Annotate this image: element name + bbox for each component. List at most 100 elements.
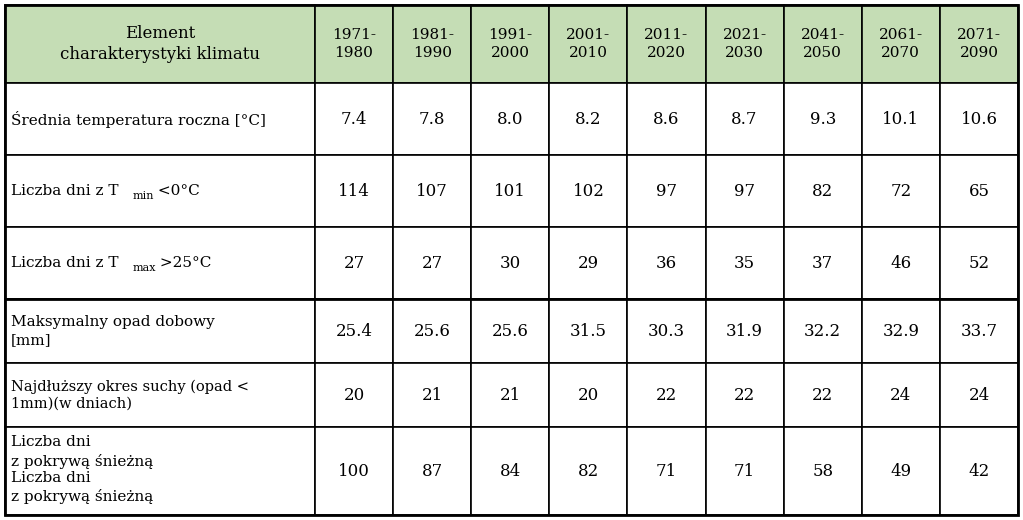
Text: 1971-
1980: 1971- 1980 <box>332 29 376 60</box>
Text: 1991-
2000: 1991- 2000 <box>488 29 532 60</box>
Bar <box>627 5 706 83</box>
Text: <0°C: <0°C <box>153 184 199 198</box>
Text: 33.7: 33.7 <box>961 322 997 340</box>
Text: 102: 102 <box>573 183 605 200</box>
Bar <box>706 427 784 515</box>
Text: 107: 107 <box>416 183 448 200</box>
Bar <box>861 427 940 515</box>
Text: 22: 22 <box>733 386 755 404</box>
Bar <box>549 83 627 155</box>
Bar <box>861 83 940 155</box>
Bar <box>627 427 706 515</box>
Bar <box>472 299 549 363</box>
Text: 30.3: 30.3 <box>648 322 685 340</box>
Text: 32.2: 32.2 <box>804 322 841 340</box>
Bar <box>784 227 861 299</box>
Text: 21: 21 <box>421 386 443 404</box>
Text: 8.7: 8.7 <box>731 110 758 127</box>
Text: 21: 21 <box>499 386 521 404</box>
Bar <box>315 299 393 363</box>
Text: 87: 87 <box>421 462 443 479</box>
Text: Średnia temperatura roczna [°C]: Średnia temperatura roczna [°C] <box>11 110 266 127</box>
Bar <box>472 5 549 83</box>
Text: 97: 97 <box>656 183 677 200</box>
Bar <box>472 83 549 155</box>
Bar <box>861 5 940 83</box>
Bar <box>549 427 627 515</box>
Bar <box>315 5 393 83</box>
Text: 84: 84 <box>499 462 521 479</box>
Text: 7.4: 7.4 <box>341 110 367 127</box>
Text: 37: 37 <box>812 254 834 271</box>
Text: Najdłuższy okres suchy (opad <
1mm)(w dniach): Najdłuższy okres suchy (opad < 1mm)(w dn… <box>11 379 249 411</box>
Bar <box>5 155 315 227</box>
Text: 22: 22 <box>812 386 834 404</box>
Bar <box>861 227 940 299</box>
Bar <box>393 227 472 299</box>
Text: 10.1: 10.1 <box>882 110 920 127</box>
Text: 42: 42 <box>969 462 989 479</box>
Bar <box>5 299 315 363</box>
Text: 27: 27 <box>421 254 443 271</box>
Bar <box>315 227 393 299</box>
Text: 71: 71 <box>733 462 755 479</box>
Bar <box>940 83 1018 155</box>
Bar <box>315 427 393 515</box>
Text: 32.9: 32.9 <box>882 322 920 340</box>
Bar <box>784 427 861 515</box>
Bar <box>861 155 940 227</box>
Bar <box>784 299 861 363</box>
Text: max: max <box>133 263 157 273</box>
Bar <box>315 363 393 427</box>
Text: 25.6: 25.6 <box>413 322 450 340</box>
Text: 24: 24 <box>890 386 911 404</box>
Bar <box>393 5 472 83</box>
Text: 2061-
2070: 2061- 2070 <box>879 29 923 60</box>
Bar <box>940 5 1018 83</box>
Bar <box>315 155 393 227</box>
Bar <box>940 155 1018 227</box>
Text: 22: 22 <box>656 386 677 404</box>
Bar <box>472 155 549 227</box>
Bar <box>393 363 472 427</box>
Bar <box>5 83 315 155</box>
Text: 8.0: 8.0 <box>497 110 524 127</box>
Text: 52: 52 <box>969 254 989 271</box>
Text: 29: 29 <box>578 254 598 271</box>
Bar <box>940 427 1018 515</box>
Text: Liczba dni z T: Liczba dni z T <box>11 256 119 270</box>
Text: 25.4: 25.4 <box>336 322 372 340</box>
Text: 97: 97 <box>735 183 755 200</box>
Bar <box>784 363 861 427</box>
Bar <box>861 299 940 363</box>
Bar <box>472 363 549 427</box>
Text: 71: 71 <box>656 462 677 479</box>
Bar <box>627 83 706 155</box>
Bar <box>549 299 627 363</box>
Bar <box>549 155 627 227</box>
Text: 10.6: 10.6 <box>961 110 997 127</box>
Text: 31.5: 31.5 <box>570 322 607 340</box>
Text: 35: 35 <box>735 254 755 271</box>
Text: 2071-
2090: 2071- 2090 <box>957 29 1000 60</box>
Text: >25°C: >25°C <box>155 256 212 270</box>
Text: 49: 49 <box>890 462 911 479</box>
Bar <box>393 427 472 515</box>
Text: 27: 27 <box>344 254 364 271</box>
Text: 20: 20 <box>578 386 599 404</box>
Text: Element
charakterystyki klimatu: Element charakterystyki klimatu <box>60 25 260 63</box>
Text: 2041-
2050: 2041- 2050 <box>801 29 845 60</box>
Bar <box>393 83 472 155</box>
Text: 8.6: 8.6 <box>654 110 679 127</box>
Bar <box>5 227 315 299</box>
Text: 7.8: 7.8 <box>418 110 445 127</box>
Text: Liczba dni z T: Liczba dni z T <box>11 184 119 198</box>
Bar <box>940 299 1018 363</box>
Bar <box>784 155 861 227</box>
Bar <box>940 363 1018 427</box>
Text: 8.2: 8.2 <box>575 110 602 127</box>
Bar <box>315 83 393 155</box>
Text: 30: 30 <box>499 254 521 271</box>
Text: 31.9: 31.9 <box>726 322 763 340</box>
Bar <box>472 427 549 515</box>
